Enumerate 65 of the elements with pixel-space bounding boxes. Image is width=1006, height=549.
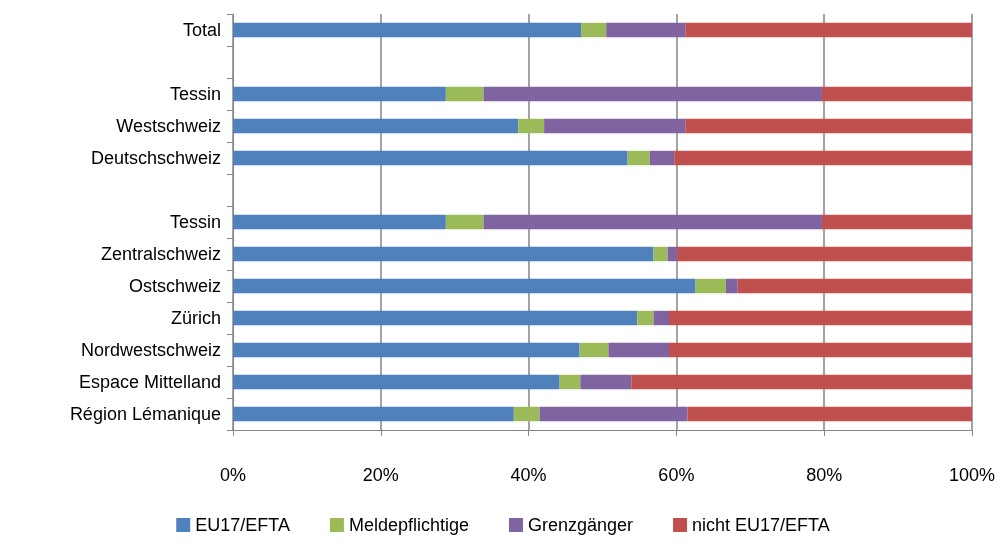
- bar: [483, 214, 822, 230]
- legend-label: Meldepflichtige: [348, 515, 469, 535]
- y-tick-label: Région Lémanique: [69, 404, 221, 424]
- bar: [445, 86, 484, 102]
- bar: [653, 246, 668, 262]
- bar: [233, 342, 580, 358]
- x-tick-label: 40%: [510, 465, 547, 485]
- bar: [674, 150, 972, 166]
- x-tick-label: 60%: [658, 465, 695, 485]
- y-tick-label: Espace Mittelland: [78, 372, 221, 392]
- bar: [580, 374, 632, 390]
- y-tick-label: Zentralschweiz: [100, 244, 221, 264]
- bar: [687, 406, 972, 422]
- legend-label: Grenzgänger: [527, 515, 634, 535]
- bar: [631, 374, 972, 390]
- bar: [233, 406, 514, 422]
- y-tick-label: Tessin: [169, 84, 221, 104]
- bar: [233, 22, 582, 38]
- y-tick-label: Nordwestschweiz: [80, 340, 221, 360]
- bar: [606, 22, 686, 38]
- bar: [559, 374, 581, 390]
- y-tick-label: Deutschschweiz: [90, 148, 221, 168]
- x-tick-label: 80%: [806, 465, 843, 485]
- bar: [677, 246, 972, 262]
- bar: [649, 150, 675, 166]
- y-tick-label: Ostschweiz: [128, 276, 221, 296]
- bar: [483, 86, 822, 102]
- x-tick-label: 100%: [948, 465, 995, 485]
- bar: [233, 374, 560, 390]
- bar: [539, 406, 688, 422]
- bar: [579, 342, 609, 358]
- bar: [653, 310, 669, 326]
- bar: [233, 214, 446, 230]
- y-tick-label: Westschweiz: [116, 116, 221, 136]
- y-tick-label: Total: [182, 20, 221, 40]
- y-tick-label: Zürich: [170, 308, 221, 328]
- bar: [513, 406, 540, 422]
- bar: [669, 310, 972, 326]
- bar: [627, 150, 650, 166]
- bar: [821, 86, 972, 102]
- bar: [669, 342, 972, 358]
- bar: [685, 118, 972, 134]
- bar: [233, 118, 519, 134]
- x-tick-label: 0%: [219, 465, 247, 485]
- legend-label: EU17/EFTA: [195, 515, 290, 535]
- bar: [685, 22, 972, 38]
- bar: [544, 118, 686, 134]
- x-tick-label: 20%: [362, 465, 399, 485]
- bar: [581, 22, 607, 38]
- bar: [233, 310, 638, 326]
- bar: [695, 278, 726, 294]
- bar: [233, 86, 446, 102]
- legend-label: nicht EU17/EFTA: [692, 515, 830, 535]
- bar: [637, 310, 654, 326]
- bar: [737, 278, 972, 294]
- bar: [233, 278, 696, 294]
- bar: [725, 278, 738, 294]
- bar: [821, 214, 972, 230]
- y-tick-label: Tessin: [169, 212, 221, 232]
- bar: [445, 214, 484, 230]
- bar: [518, 118, 545, 134]
- bar: [233, 150, 628, 166]
- bar: [233, 246, 654, 262]
- bar: [608, 342, 669, 358]
- bar: [667, 246, 678, 262]
